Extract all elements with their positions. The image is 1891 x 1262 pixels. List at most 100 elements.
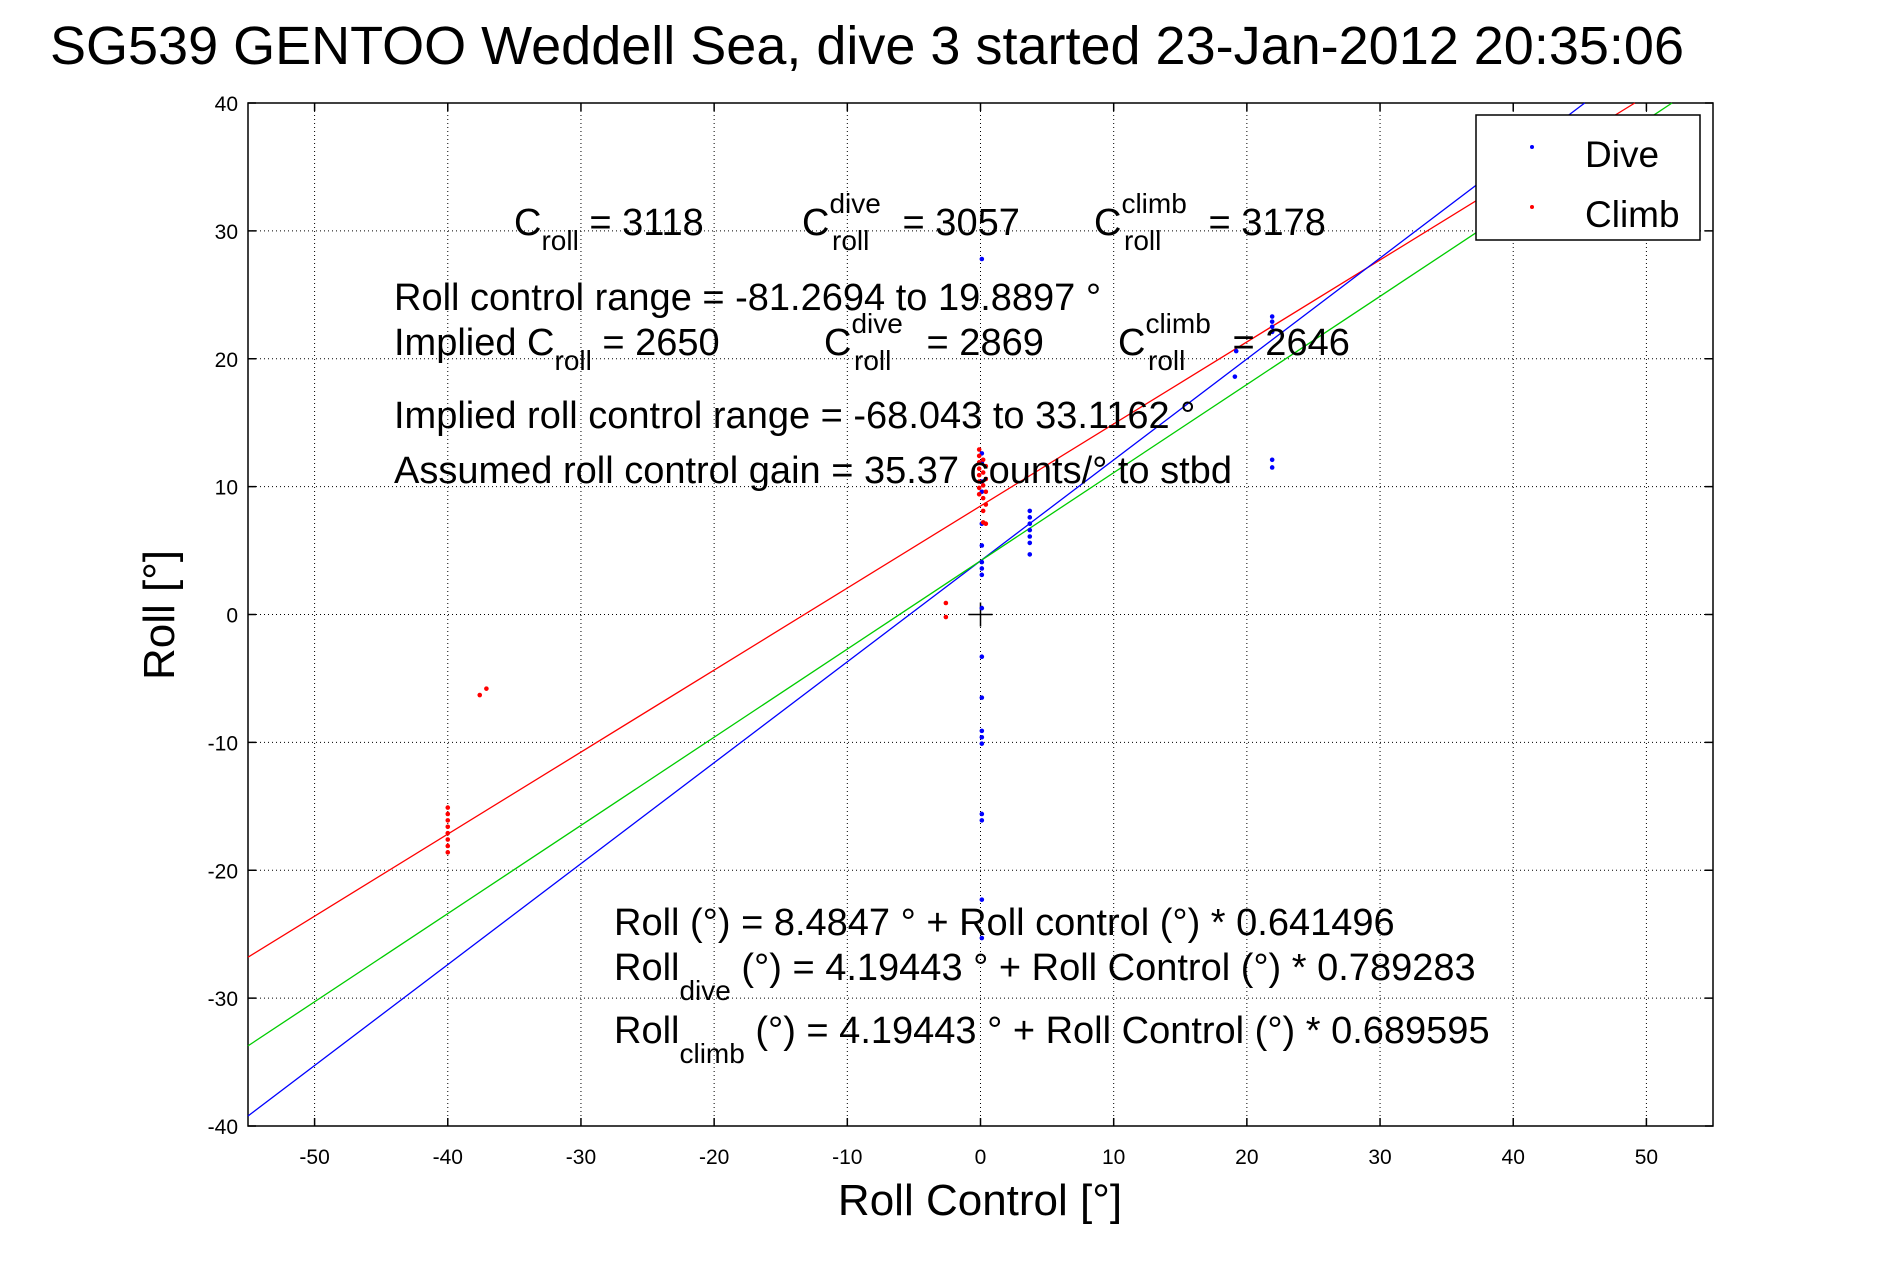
climb-point xyxy=(943,600,949,606)
dive-point xyxy=(979,572,985,578)
dive-point xyxy=(1027,552,1033,557)
climb-point xyxy=(983,489,989,495)
legend: Dive Climb xyxy=(1475,114,1701,241)
climb-point xyxy=(445,805,451,810)
climb-point xyxy=(980,483,986,488)
implied-c-roll-dive-annotation: Cdive roll = 2869 xyxy=(824,308,1044,376)
dive-point xyxy=(1269,319,1275,324)
x-tick-labels: -50 -40 -30 -20 -10 0 10 20 30 40 50 xyxy=(299,1146,1658,1169)
climb-point xyxy=(445,850,451,855)
climb-point xyxy=(983,521,989,527)
fit-line xyxy=(247,102,1673,1047)
dive-point xyxy=(979,741,985,746)
y-tick-label: 0 xyxy=(226,605,238,628)
legend-dive-label: Dive xyxy=(1585,134,1659,175)
c-roll-annotation: Croll = 3118 xyxy=(514,202,704,256)
climb-point xyxy=(445,824,451,830)
x-tick-label: 10 xyxy=(1102,1146,1125,1169)
fit-equation-all: Roll (°) = 8.4847 ° + Roll control (°) *… xyxy=(614,902,1395,944)
chart-title: SG539 GENTOO Weddell Sea, dive 3 started… xyxy=(50,16,1684,76)
fit-line xyxy=(247,102,1586,1117)
climb-point xyxy=(980,470,986,475)
implied-roll-control-range-text: Implied roll control range = -68.043 to … xyxy=(394,395,1195,437)
fit-equation-climb: Rollclimb (°) = 4.19443 ° + Roll Control… xyxy=(614,1010,1490,1069)
y-axis-label: Roll [°] xyxy=(135,550,184,680)
climb-point xyxy=(983,476,989,482)
y-tick-label: -40 xyxy=(208,1116,238,1139)
dive-point xyxy=(1233,348,1239,354)
climb-point xyxy=(445,843,451,849)
x-tick-label: -20 xyxy=(699,1146,729,1169)
climb-point xyxy=(484,686,489,691)
fit-lines xyxy=(247,102,1673,1117)
climb-point xyxy=(980,495,986,501)
dive-point xyxy=(1269,457,1275,463)
y-tick-label: 10 xyxy=(215,477,238,500)
climb-point xyxy=(976,466,982,472)
dive-point xyxy=(1269,314,1275,319)
axis-ticks xyxy=(248,102,1713,1127)
climb-point xyxy=(976,485,982,491)
climb-point xyxy=(980,508,986,514)
fit-line xyxy=(247,102,1636,958)
climb-point xyxy=(976,453,982,459)
climb-point xyxy=(445,818,451,823)
dive-point xyxy=(979,256,985,262)
x-tick-label: 40 xyxy=(1502,1146,1525,1169)
x-tick-label: -40 xyxy=(433,1146,463,1169)
dive-point xyxy=(1027,508,1033,514)
climb-point xyxy=(976,460,982,465)
climb-point xyxy=(983,463,989,469)
legend-box xyxy=(1475,114,1701,241)
climb-point xyxy=(983,502,989,507)
legend-dive-marker xyxy=(1530,145,1534,149)
y-tick-label: 40 xyxy=(215,93,238,116)
dive-point xyxy=(979,605,985,611)
climb-point xyxy=(445,837,451,842)
annotations: Croll = 3118 Cdive roll = 3057 Cclimb roll… xyxy=(394,188,1490,1069)
x-tick-label: 0 xyxy=(975,1146,987,1169)
dive-point xyxy=(1027,534,1033,539)
legend-climb-label: Climb xyxy=(1585,194,1680,235)
dive-point xyxy=(979,897,985,902)
roll-control-range-text: Roll control range = -81.2694 to 19.8897… xyxy=(394,277,1101,319)
dive-point xyxy=(979,543,985,548)
dive-point xyxy=(979,654,985,659)
dive-point xyxy=(979,695,985,700)
implied-c-roll-climb-annotation: Cclimb roll = 2646 xyxy=(1118,308,1350,376)
dive-point xyxy=(1232,374,1238,379)
climb-point xyxy=(976,491,982,497)
dive-point xyxy=(1269,465,1275,470)
fit-equation-dive: Rolldive (°) = 4.19443 ° + Roll Control … xyxy=(614,947,1476,1006)
x-tick-label: 30 xyxy=(1368,1146,1391,1169)
y-tick-labels: 40 30 20 10 0 -10 -20 -30 -40 xyxy=(208,93,238,1139)
dive-point xyxy=(979,728,985,734)
climb-point xyxy=(477,692,483,698)
dive-point xyxy=(1027,540,1033,546)
c-roll-dive-annotation: Cdive roll = 3057 xyxy=(802,188,1020,256)
climb-point xyxy=(445,811,451,817)
climb-point xyxy=(976,447,982,452)
dive-point xyxy=(1027,527,1033,533)
dive-point xyxy=(1269,324,1275,330)
dive-point xyxy=(979,818,985,823)
x-tick-label: -10 xyxy=(832,1146,862,1169)
dive-point xyxy=(979,935,985,941)
x-axis-label: Roll Control [°] xyxy=(838,1176,1122,1225)
roll-control-gain-text: Assumed roll control gain = 35.37 counts… xyxy=(394,450,1232,492)
y-tick-label: -30 xyxy=(208,988,238,1011)
implied-c-roll-annotation: Implied Croll = 2650 xyxy=(394,322,720,376)
dive-point xyxy=(979,811,985,817)
x-tick-label: 50 xyxy=(1635,1146,1658,1169)
data-points xyxy=(445,256,1275,941)
dive-point xyxy=(1027,515,1033,520)
dive-point xyxy=(979,566,985,571)
climb-point xyxy=(976,479,982,484)
y-tick-label: 20 xyxy=(215,349,238,372)
dive-point xyxy=(979,734,985,740)
climb-point xyxy=(943,614,949,620)
y-tick-label: -10 xyxy=(208,732,238,755)
y-tick-label: -20 xyxy=(208,860,238,883)
c-roll-climb-annotation: Cclimb roll = 3178 xyxy=(1094,188,1326,256)
